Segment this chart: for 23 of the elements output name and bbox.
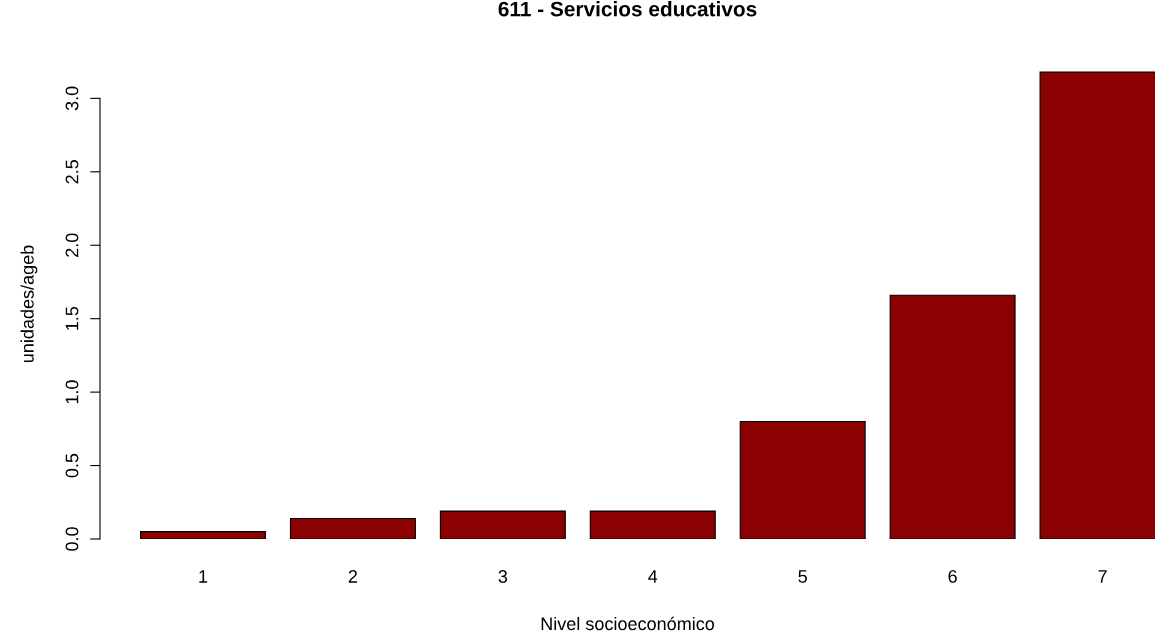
y-tick-label: 0.5 xyxy=(65,453,79,478)
y-tick-label: 2.5 xyxy=(65,160,79,184)
x-tick-label: 3 xyxy=(498,570,508,583)
x-tick-label: 5 xyxy=(798,570,807,583)
bar xyxy=(139,531,266,539)
y-axis-title: unidades/ageb xyxy=(20,245,38,363)
chart-title: 611 - Servicios educativos xyxy=(498,1,757,17)
x-tick-label: 7 xyxy=(1098,570,1107,583)
bar xyxy=(439,510,566,539)
x-tick-label: 4 xyxy=(648,570,658,583)
x-tick-label: 6 xyxy=(948,570,957,583)
bar xyxy=(739,420,866,539)
y-tick-label: 0.0 xyxy=(65,527,79,551)
x-tick-label: 1 xyxy=(199,570,208,583)
x-tick-label: 2 xyxy=(348,570,358,583)
bar xyxy=(889,294,1016,539)
x-axis-title: Nivel socioeconómico xyxy=(541,616,715,631)
bar xyxy=(589,510,716,539)
y-tick-label: 3.0 xyxy=(65,86,79,111)
y-tick-label: 2.0 xyxy=(65,233,79,257)
y-tick-label: 1.5 xyxy=(65,306,79,330)
y-tick-label: 1.0 xyxy=(65,380,79,404)
bar xyxy=(289,517,416,539)
